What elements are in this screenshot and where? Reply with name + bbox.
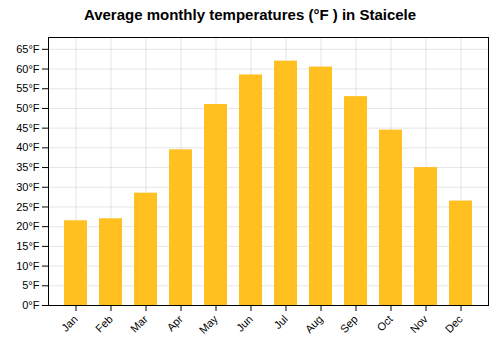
svg-text:10°F: 10°F xyxy=(16,260,40,272)
svg-text:Jun: Jun xyxy=(234,313,255,334)
svg-text:Jan: Jan xyxy=(59,313,80,334)
svg-text:Oct: Oct xyxy=(374,313,395,334)
svg-text:30°F: 30°F xyxy=(16,181,40,193)
svg-text:5°F: 5°F xyxy=(22,279,40,291)
svg-text:55°F: 55°F xyxy=(16,82,40,94)
svg-text:40°F: 40°F xyxy=(16,141,40,153)
svg-text:Feb: Feb xyxy=(93,313,115,335)
svg-text:20°F: 20°F xyxy=(16,220,40,232)
svg-text:Dec: Dec xyxy=(443,312,466,335)
svg-text:35°F: 35°F xyxy=(16,161,40,173)
svg-text:Apr: Apr xyxy=(164,313,185,334)
svg-text:45°F: 45°F xyxy=(16,122,40,134)
svg-text:0°F: 0°F xyxy=(22,299,40,311)
svg-text:Nov: Nov xyxy=(408,312,431,335)
svg-text:50°F: 50°F xyxy=(16,102,40,114)
svg-text:May: May xyxy=(197,312,221,336)
svg-text:25°F: 25°F xyxy=(16,200,40,212)
svg-text:Aug: Aug xyxy=(303,313,325,335)
svg-text:Jul: Jul xyxy=(271,313,289,331)
svg-text:Mar: Mar xyxy=(128,313,150,335)
svg-text:60°F: 60°F xyxy=(16,63,40,75)
svg-text:15°F: 15°F xyxy=(16,240,40,252)
html-text:Average monthly temperatures (: Average monthly temperatures (°F ) in St… xyxy=(83,6,417,23)
svg-text:65°F: 65°F xyxy=(16,43,40,55)
svg-text:Sep: Sep xyxy=(338,313,360,335)
